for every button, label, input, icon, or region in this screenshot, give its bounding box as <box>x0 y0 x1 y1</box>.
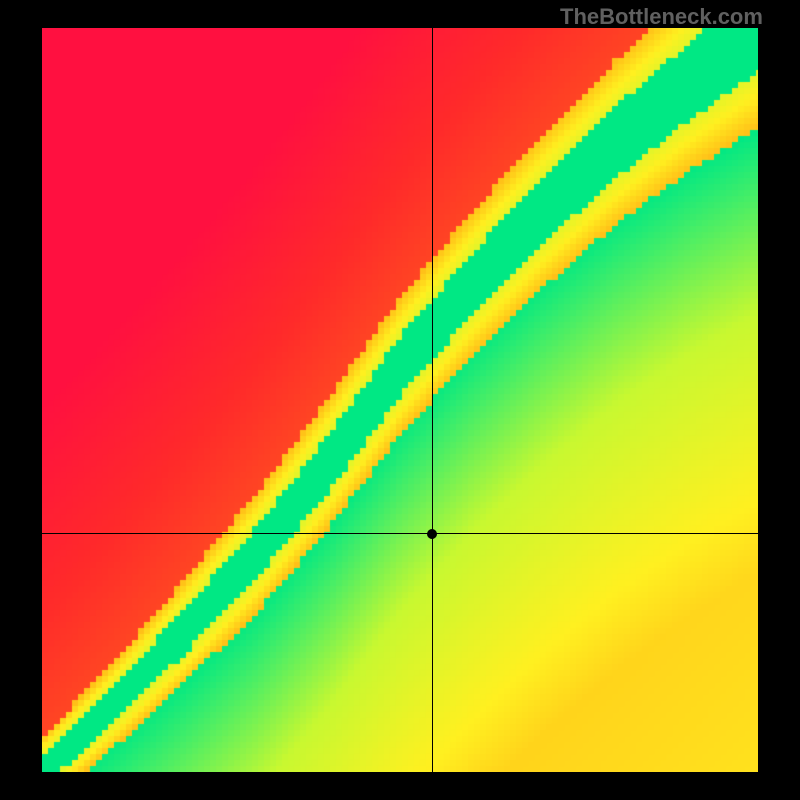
heatmap <box>42 28 758 772</box>
chart-container: TheBottleneck.com <box>0 0 800 800</box>
crosshair-horizontal <box>42 533 758 534</box>
crosshair-vertical <box>432 28 433 772</box>
watermark-text: TheBottleneck.com <box>560 4 763 30</box>
